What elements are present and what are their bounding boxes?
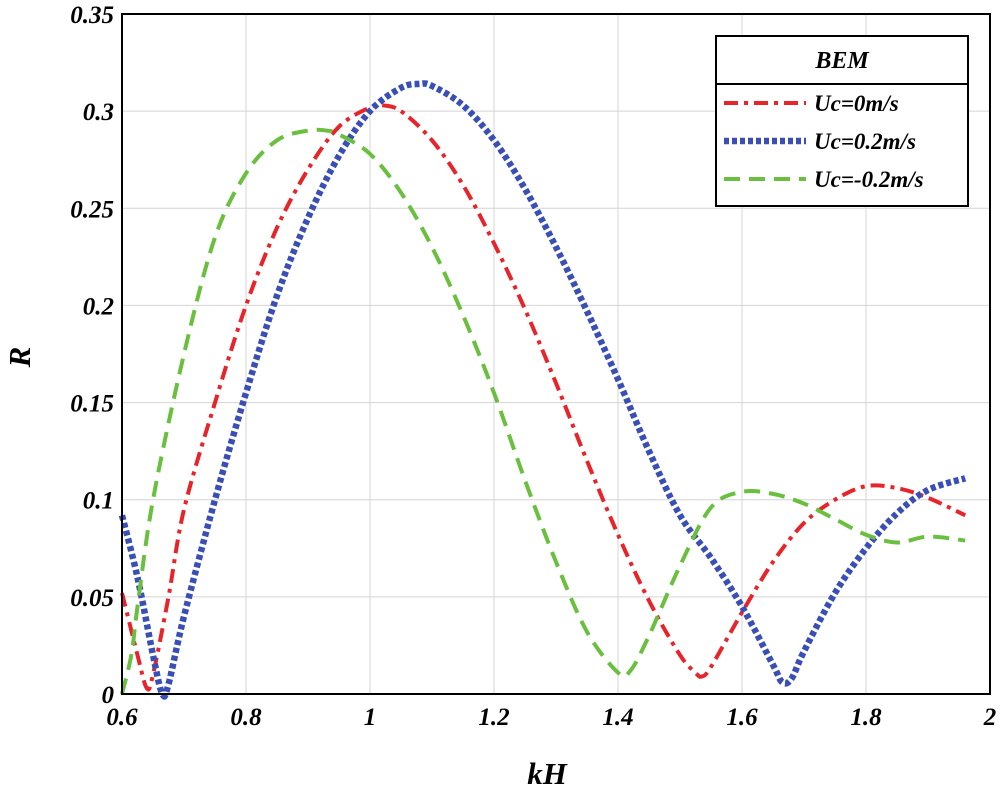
series-line-1 — [118, 80, 967, 700]
x-tick-label: 0.8 — [230, 704, 262, 731]
y-tick-label: 0.2 — [83, 293, 114, 320]
y-tick-label: 0 — [102, 682, 115, 709]
y-tick-label: 0.15 — [70, 391, 114, 418]
x-tick-label: 1.4 — [602, 704, 633, 731]
legend-label-0: Uc=0m/s — [814, 91, 899, 116]
x-axis-label: kH — [527, 756, 568, 791]
y-tick-label: 0.05 — [70, 585, 114, 612]
x-tick-label: 1.6 — [726, 704, 758, 731]
x-tick-label: 0.6 — [106, 704, 138, 731]
y-axis-label: R — [2, 347, 37, 369]
series-lines — [118, 80, 967, 700]
x-tick-label: 2 — [983, 704, 997, 731]
legend-label-1: Uc=0.2m/s — [814, 129, 916, 154]
y-tick-label: 0.25 — [70, 196, 114, 223]
y-tick-label: 0.35 — [70, 2, 114, 29]
y-tick-label: 0.1 — [83, 488, 114, 515]
series-line-2 — [120, 127, 966, 695]
plot-frame — [121, 13, 991, 695]
legend-title: BEM — [814, 48, 870, 74]
legend-title-box — [715, 35, 969, 85]
y-tick-label: 0.3 — [83, 99, 114, 126]
tick-labels: 0.6 0.8 1 1.2 1.4 1.6 1.8 2 0 0.05 0.1 0.15 0.2 0.25 0… — [70, 2, 996, 731]
legend-label-2: Uc=-0.2m/s — [814, 167, 924, 192]
series-line-0 — [120, 102, 967, 692]
legend: BEM Uc=0m/s Uc=0.2m/s Uc=-0.2m/s — [715, 35, 969, 207]
x-tick-label: 1 — [364, 704, 377, 731]
x-tick-label: 1.8 — [850, 704, 882, 731]
x-tick-label: 1.2 — [478, 704, 509, 731]
